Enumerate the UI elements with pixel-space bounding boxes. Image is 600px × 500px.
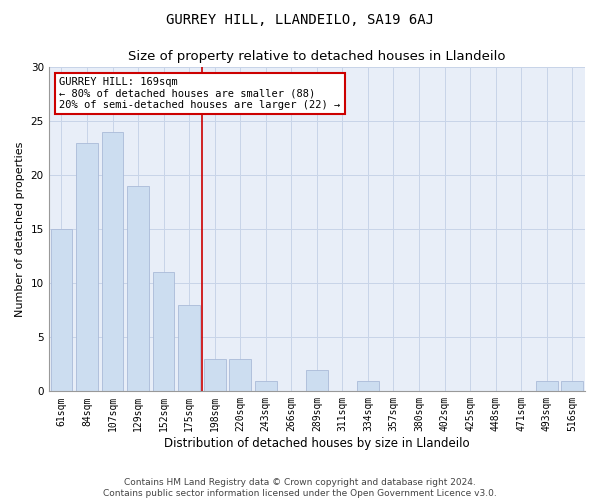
Bar bbox=[255, 380, 277, 392]
Text: GURREY HILL, LLANDEILO, SA19 6AJ: GURREY HILL, LLANDEILO, SA19 6AJ bbox=[166, 12, 434, 26]
Bar bbox=[127, 186, 149, 392]
Bar bbox=[306, 370, 328, 392]
Bar bbox=[204, 359, 226, 392]
Title: Size of property relative to detached houses in Llandeilo: Size of property relative to detached ho… bbox=[128, 50, 506, 63]
Bar bbox=[76, 142, 98, 392]
Bar bbox=[562, 380, 583, 392]
Bar bbox=[536, 380, 557, 392]
Y-axis label: Number of detached properties: Number of detached properties bbox=[15, 142, 25, 317]
Bar bbox=[229, 359, 251, 392]
Text: GURREY HILL: 169sqm
← 80% of detached houses are smaller (88)
20% of semi-detach: GURREY HILL: 169sqm ← 80% of detached ho… bbox=[59, 76, 341, 110]
Bar bbox=[357, 380, 379, 392]
Bar bbox=[153, 272, 175, 392]
Bar bbox=[50, 229, 72, 392]
Text: Contains HM Land Registry data © Crown copyright and database right 2024.
Contai: Contains HM Land Registry data © Crown c… bbox=[103, 478, 497, 498]
X-axis label: Distribution of detached houses by size in Llandeilo: Distribution of detached houses by size … bbox=[164, 437, 470, 450]
Bar bbox=[101, 132, 124, 392]
Bar bbox=[178, 305, 200, 392]
